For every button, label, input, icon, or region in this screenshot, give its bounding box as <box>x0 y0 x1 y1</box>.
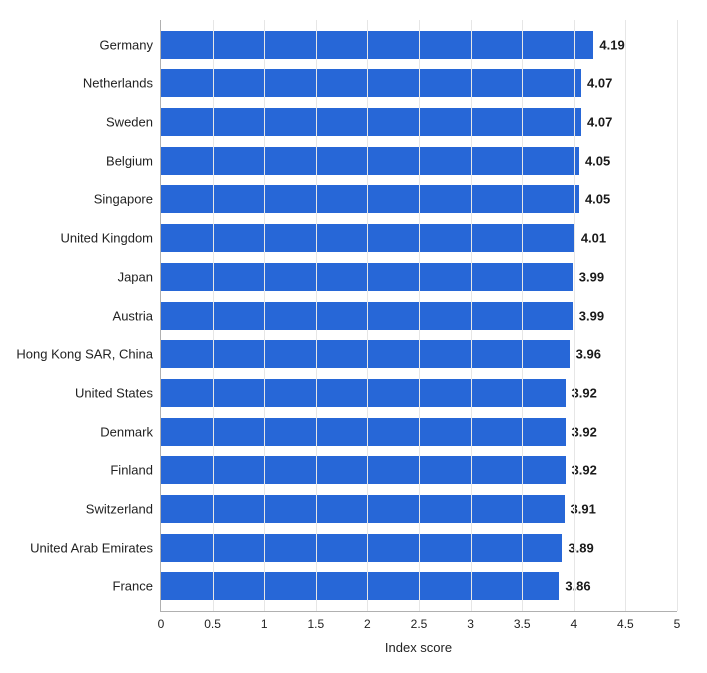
bar-rect <box>161 572 559 600</box>
bar-category-label: Denmark <box>100 424 161 439</box>
x-tick-label: 1.5 <box>307 611 324 631</box>
gridline <box>419 20 420 611</box>
bar-rect <box>161 185 579 213</box>
bar-value-label: 4.07 <box>581 76 612 91</box>
x-tick-label: 2.5 <box>411 611 428 631</box>
gridline <box>522 20 523 611</box>
bar-rect <box>161 495 565 523</box>
x-tick-label: 3 <box>467 611 474 631</box>
x-tick-label: 4.5 <box>617 611 634 631</box>
bar-category-label: United Kingdom <box>61 231 162 246</box>
bar-value-label: 4.07 <box>581 115 612 130</box>
x-tick-label: 0.5 <box>204 611 221 631</box>
x-tick-label: 5 <box>674 611 681 631</box>
bar-category-label: Switzerland <box>86 501 161 516</box>
bar-value-label: 3.99 <box>573 308 604 323</box>
bar-rect <box>161 534 562 562</box>
bar-rect <box>161 379 566 407</box>
bar-value-label: 4.05 <box>579 153 610 168</box>
bar-rect <box>161 456 566 484</box>
x-tick-label: 0 <box>158 611 165 631</box>
plot-area: Germany4.19Netherlands4.07Sweden4.07Belg… <box>160 20 677 612</box>
gridline <box>213 20 214 611</box>
bar-value-label: 3.99 <box>573 269 604 284</box>
gridline <box>677 20 678 611</box>
bar-rect <box>161 69 581 97</box>
bar-category-label: Netherlands <box>83 76 161 91</box>
bar-value-label: 4.19 <box>593 37 624 52</box>
bar-rect <box>161 418 566 446</box>
bar-category-label: Hong Kong SAR, China <box>16 347 161 362</box>
gridline <box>625 20 626 611</box>
bar-value-label: 3.92 <box>566 463 597 478</box>
bar-category-label: United Arab Emirates <box>30 540 161 555</box>
bar-category-label: Sweden <box>106 115 161 130</box>
x-tick-label: 1 <box>261 611 268 631</box>
bar-rect <box>161 108 581 136</box>
bar-category-label: Singapore <box>94 192 161 207</box>
bar-rect <box>161 147 579 175</box>
bar-category-label: Austria <box>113 308 161 323</box>
bar-rect <box>161 340 570 368</box>
bar-value-label: 3.86 <box>559 579 590 594</box>
gridline <box>316 20 317 611</box>
bar-value-label: 3.92 <box>566 424 597 439</box>
bar-value-label: 3.91 <box>565 501 596 516</box>
gridline <box>367 20 368 611</box>
bar-category-label: Japan <box>118 269 161 284</box>
bar-category-label: France <box>113 579 161 594</box>
gridline <box>471 20 472 611</box>
bar-category-label: Belgium <box>106 153 161 168</box>
bar-value-label: 4.01 <box>575 231 606 246</box>
bar-category-label: Finland <box>110 463 161 478</box>
bar-rect <box>161 31 593 59</box>
gridline <box>264 20 265 611</box>
x-tick-label: 3.5 <box>514 611 531 631</box>
bar-category-label: United States <box>75 385 161 400</box>
bar-value-label: 3.92 <box>566 385 597 400</box>
bar-value-label: 3.89 <box>562 540 593 555</box>
bar-value-label: 4.05 <box>579 192 610 207</box>
x-tick-label: 2 <box>364 611 371 631</box>
index-score-bar-chart: Germany 4.19 Netherlands 4.07 Sweden 4.07 Belg… <box>0 0 707 673</box>
gridline <box>574 20 575 611</box>
x-tick-label: 4 <box>570 611 577 631</box>
bar-category-label: Germany <box>100 37 161 52</box>
